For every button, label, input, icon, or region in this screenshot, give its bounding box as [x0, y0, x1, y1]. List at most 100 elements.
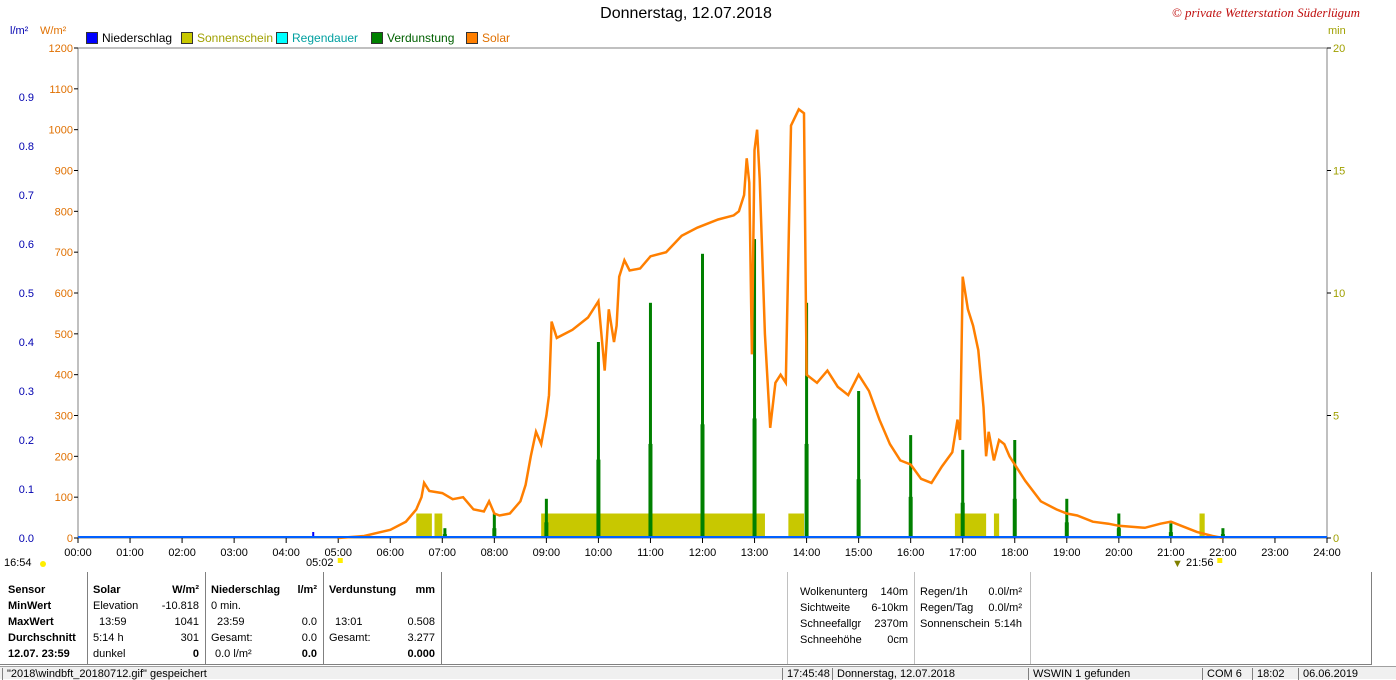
sonnenschein-swatch	[181, 32, 193, 44]
cloud-base-value: 140m	[880, 586, 908, 598]
sunshine-bars	[416, 513, 1205, 538]
evaporation-bar-segment	[596, 459, 601, 538]
solar-tick-label: 200	[55, 451, 73, 463]
date-label: 12.07. 23:59	[8, 648, 70, 660]
legend-solar[interactable]: Solar	[466, 31, 510, 45]
x-tick-label: 04:00	[272, 547, 300, 559]
solar-unit-label: W/m²	[40, 25, 67, 37]
status-wswin: WSWIN 1 gefunden	[1028, 668, 1199, 680]
solar-current-value: 0	[192, 648, 199, 660]
solar-tick-label: 700	[55, 247, 73, 259]
rain-day-label: Regen/Tag	[920, 602, 974, 614]
legend-verdunstung[interactable]: Verdunstung	[371, 31, 454, 45]
sunrise-dot-icon	[337, 558, 343, 563]
sunshine-bar	[434, 513, 443, 538]
evaporation-bar-segment	[856, 479, 861, 538]
niederschlag-column: Niederschlag l/m² 0 min. 23:59 0.0 Gesam…	[206, 572, 324, 664]
minutes-tick-label: 5	[1333, 411, 1339, 423]
sunrise-label: 05:02	[306, 557, 334, 569]
minutes-tick-label: 15	[1333, 166, 1345, 178]
sunshine-label: Sonnenschein	[920, 618, 990, 630]
x-tick-label: 08:00	[481, 547, 509, 559]
regendauer-swatch	[276, 32, 288, 44]
solar-swatch	[466, 32, 478, 44]
evaporation-bar	[805, 302, 809, 538]
snow-depth-label: Schneehöhe	[800, 634, 862, 646]
sunshine-bar	[993, 513, 1000, 538]
x-tick-label: 24:00	[1313, 547, 1341, 559]
status-bar: "2018\windbft_20180712.gif" gespeichert …	[0, 666, 1396, 680]
solar-tick-label: 300	[55, 411, 73, 423]
status-date: Donnerstag, 12.07.2018	[832, 668, 1027, 680]
status-file: "2018\windbft_20180712.gif" gespeichert	[2, 668, 777, 680]
evaporation-bar-segment	[908, 496, 913, 538]
precip-tick-label: 0.9	[19, 92, 34, 104]
evaporation-bar	[596, 342, 600, 538]
x-tick-label: 17:00	[949, 547, 977, 559]
sunshine-bar	[788, 513, 804, 538]
evaporation-bar	[909, 435, 913, 538]
x-tick-label: 12:00	[689, 547, 717, 559]
legend-niederschlag[interactable]: Niederschlag	[86, 31, 172, 45]
solar-column: Solar W/m² Elevation -10.818 13:59 1041 …	[88, 572, 206, 664]
status-com: COM 6	[1202, 668, 1251, 680]
verdunstung-max-time: 13:01	[335, 616, 363, 628]
solar-line	[338, 107, 1224, 540]
legend-regendauer[interactable]: Regendauer	[276, 31, 358, 45]
solar-tick-label: 100	[55, 492, 73, 504]
x-tick-label: 10:00	[585, 547, 613, 559]
solar-tick-label: 1100	[49, 84, 73, 96]
x-tick-label: 11:00	[637, 547, 664, 559]
precip-tick-label: 0.1	[19, 484, 34, 496]
precip-tick-label: 0.5	[19, 288, 34, 300]
solar-min-label: Elevation	[93, 600, 139, 612]
verdunstung-header: Verdunstung	[329, 584, 397, 596]
evaporation-bar-segment	[544, 522, 549, 538]
evaporation-bar	[701, 253, 704, 539]
max-label: MaxWert	[8, 616, 54, 628]
x-tick-label: 13:00	[741, 547, 769, 559]
sensor-header: Sensor	[8, 584, 46, 596]
sunset-arrow-icon: ▼	[1172, 558, 1183, 570]
status-clock: 18:02	[1252, 668, 1297, 680]
niederschlag-current-label: 0.0 l/m²	[215, 648, 252, 660]
evaporation-bar	[1065, 498, 1069, 538]
x-tick-label: 03:00	[220, 547, 248, 559]
niederschlag-min-label: 0 min.	[211, 600, 241, 612]
x-tick-label: 16:00	[897, 547, 925, 559]
verdunstung-column: Verdunstung mm 13:01 0.508 Gesamt: 3.277…	[324, 572, 442, 664]
evaporation-bar	[857, 391, 861, 538]
minutes-unit-label: min	[1328, 25, 1346, 37]
rain-hour-label: Regen/1h	[920, 586, 968, 598]
solar-tick-label: 800	[55, 206, 73, 218]
precip-tick-label: 0.4	[19, 337, 34, 349]
legend-label: Sonnenschein	[197, 31, 274, 45]
solar-tick-label: 1200	[49, 43, 73, 55]
niederschlag-header: Niederschlag	[211, 584, 281, 596]
empty-panel	[442, 572, 788, 664]
solar-tick-label: 0	[67, 533, 73, 545]
evaporation-bar-segment	[804, 443, 809, 538]
sunset-label: 21:56	[1186, 557, 1214, 569]
evaporation-bar-segment	[648, 443, 653, 538]
x-tick-label: 23:00	[1261, 547, 1289, 559]
evaporation-bar-segment	[700, 424, 705, 538]
solar-max-value: 1041	[174, 616, 199, 628]
evaporation-bar	[648, 302, 652, 538]
sunshine-bar	[1199, 513, 1205, 538]
evaporation-bar	[753, 239, 757, 538]
x-tick-label: 06:00	[376, 547, 404, 559]
visibility-value: 6-10km	[871, 602, 908, 614]
precip-tick-label: 0.2	[19, 435, 34, 447]
visibility-label: Sichtweite	[800, 602, 851, 614]
snowfall-limit-value: 2370m	[874, 618, 908, 630]
snow-depth-value: 0cm	[887, 634, 908, 646]
solar-max-time: 13:59	[99, 616, 127, 628]
cloud-base-label: Wolkenunterg	[800, 586, 868, 598]
evaporation-bar-segment	[1064, 522, 1069, 538]
status-time: 17:45:48	[782, 668, 831, 680]
niederschlag-max-value: 0.0	[301, 616, 317, 628]
legend-sonnenschein[interactable]: Sonnenschein	[181, 31, 273, 45]
verdunstung-current-value: 0.000	[407, 648, 435, 660]
evaporation-bar	[1221, 528, 1225, 538]
